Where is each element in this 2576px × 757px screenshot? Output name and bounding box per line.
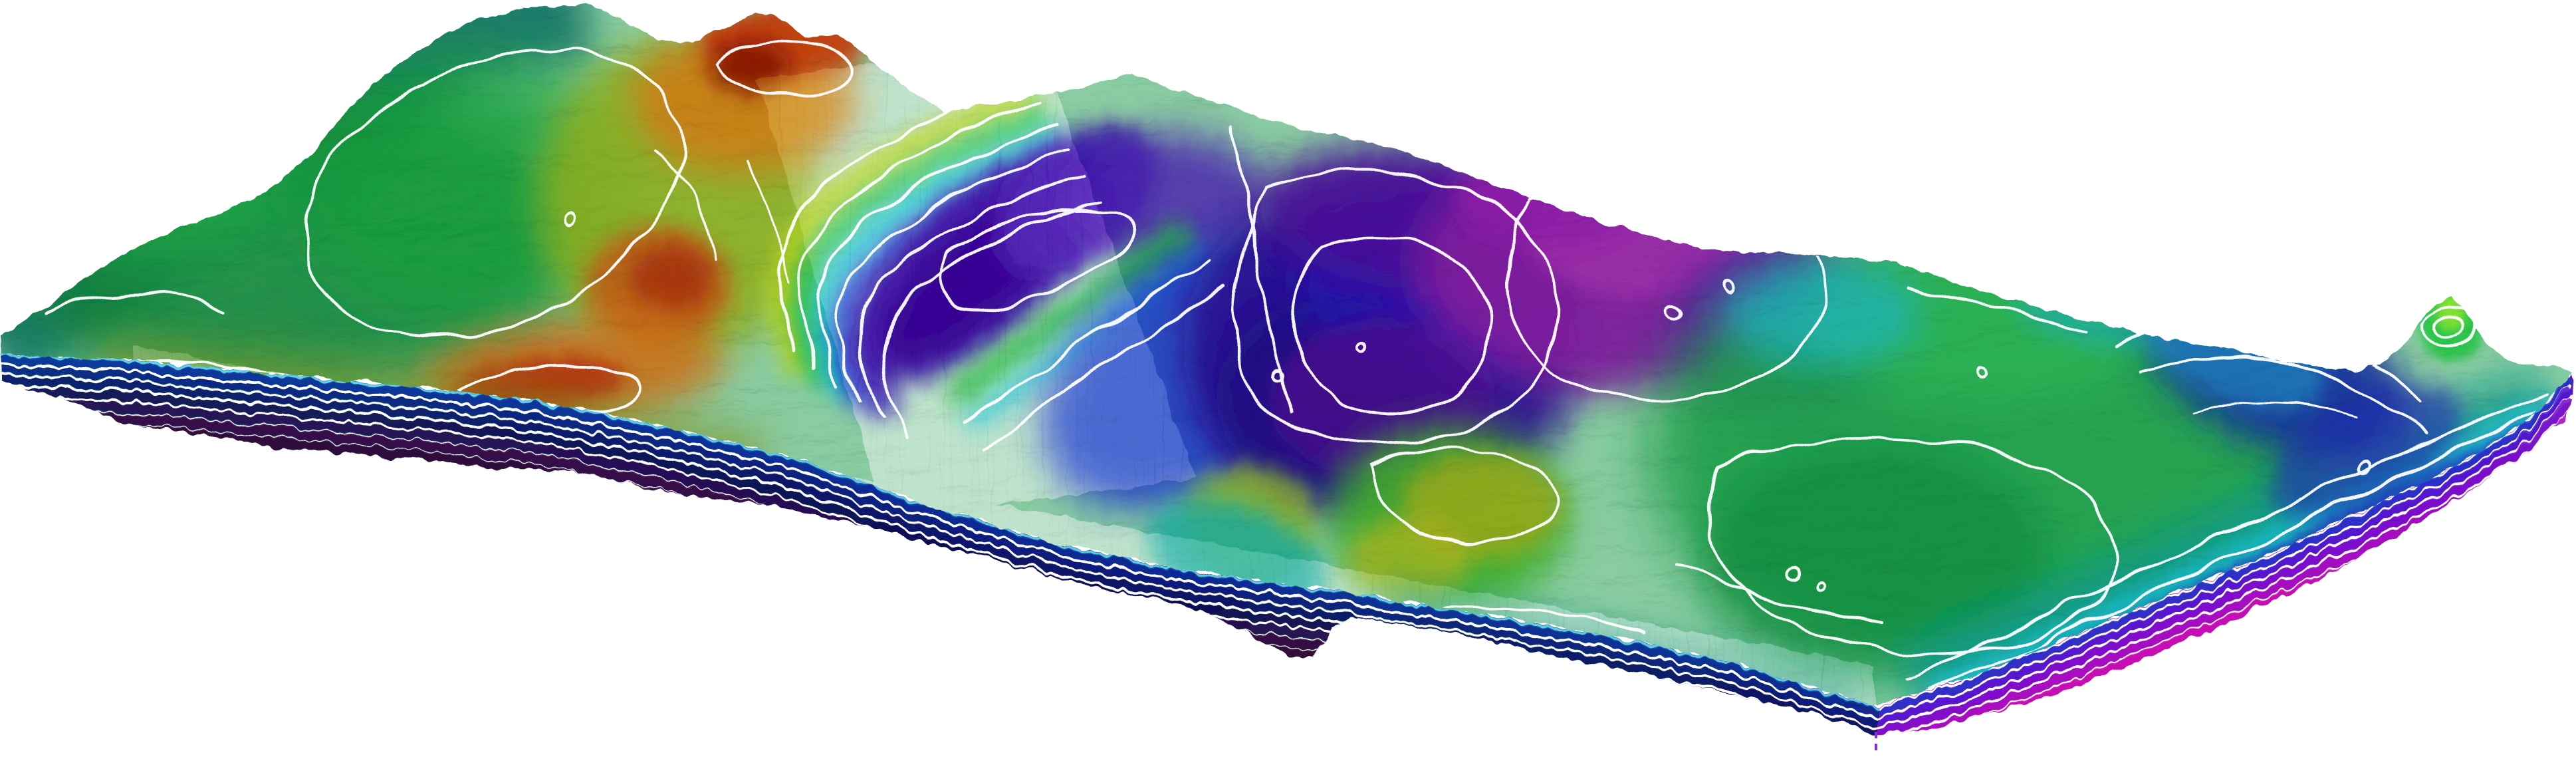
- contour-ring: [1817, 581, 1829, 593]
- contour-escarpment: [837, 148, 1071, 402]
- contour-edge-parallel: [1905, 392, 2547, 679]
- contour-loop: [1367, 446, 1557, 547]
- contour-ring: [2435, 315, 2468, 340]
- contour-ring: [1787, 565, 1803, 581]
- contour-basin-outer: [1232, 170, 1560, 446]
- contour-arc: [653, 148, 718, 262]
- contour-arc: [961, 256, 1212, 425]
- contour-basin-inner: [1291, 235, 1492, 415]
- contour-escarpment: [858, 172, 1087, 420]
- contour-ring: [564, 212, 580, 227]
- contour-edge-parallel: [1930, 401, 2559, 694]
- contour-arc: [2139, 355, 2430, 436]
- contour-ring: [1974, 366, 1988, 379]
- contour-loop: [716, 38, 856, 97]
- contour-ring: [1270, 366, 1283, 379]
- contour-arc: [2194, 400, 2356, 418]
- contour-arc: [45, 291, 228, 315]
- contour-ring: [1357, 340, 1369, 352]
- contour-arc: [1673, 560, 1883, 626]
- contour-ring: [1667, 304, 1684, 321]
- contour-escarpment: [798, 101, 1040, 369]
- contour-arc: [747, 162, 789, 284]
- contour-arc: [979, 283, 1229, 452]
- contour-ring: [1722, 281, 1735, 294]
- contour-escarpment: [880, 198, 1104, 438]
- contour-escarpment: [817, 124, 1056, 386]
- contour-arc: [1906, 285, 2089, 335]
- contour-basin-inner: [940, 207, 1136, 311]
- contour-loop: [1704, 434, 2117, 655]
- contour-ring: [2359, 458, 2374, 473]
- contour-ring: [55, 224, 72, 241]
- contour-loop: [305, 48, 685, 339]
